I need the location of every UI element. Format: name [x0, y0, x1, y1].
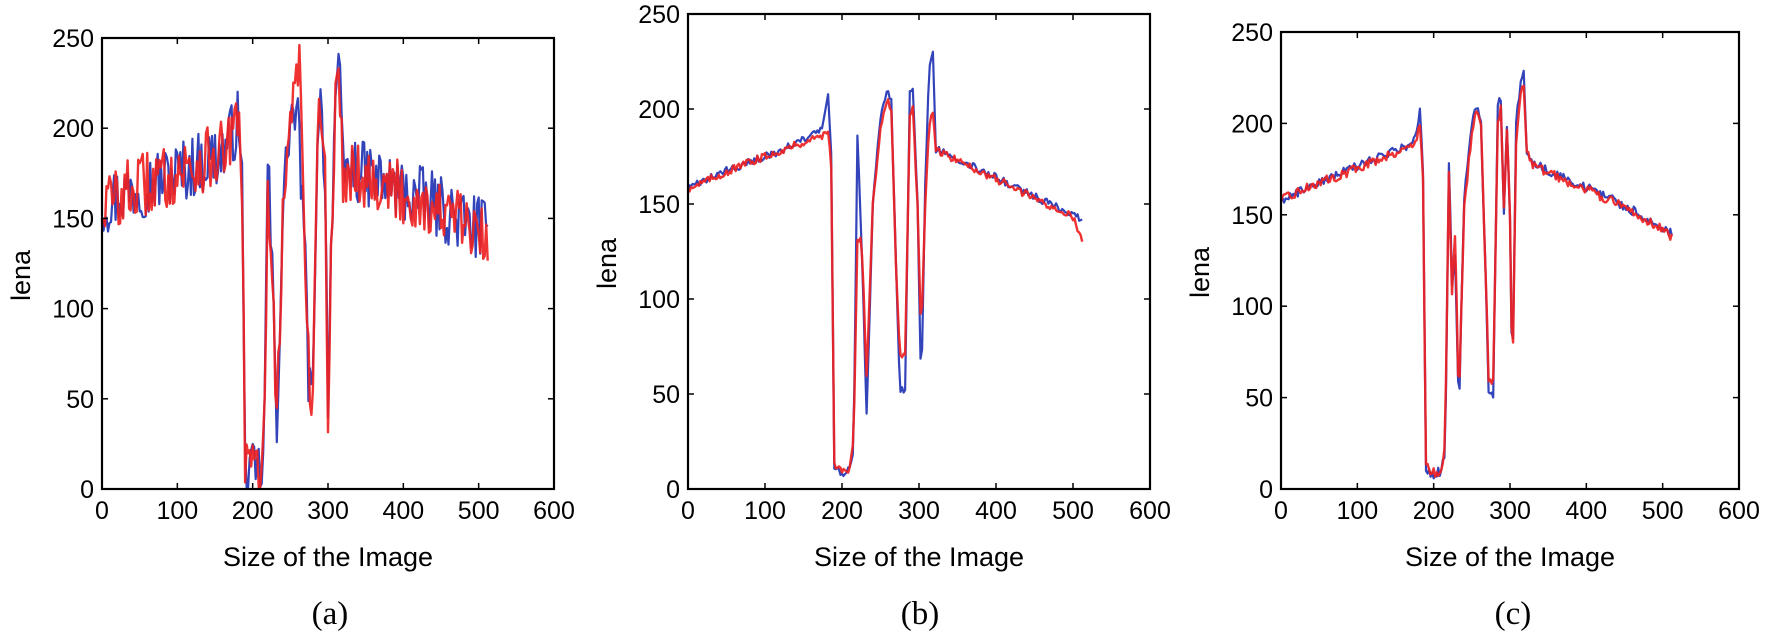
- y-tick-label: 50: [1245, 385, 1273, 413]
- caption-a: (a): [312, 596, 349, 632]
- x-tick-label: 600: [1718, 497, 1760, 525]
- y-tick-label: 150: [52, 205, 94, 233]
- x-tick-label: 300: [1489, 497, 1531, 525]
- panel-b: 0 100 200 300 400 500 600 0 50 100 150 200 250 Size o…: [592, 1, 1171, 572]
- x-tick-label: 600: [1129, 497, 1171, 525]
- y-tick-label: 100: [52, 296, 94, 324]
- series-line-blue: [100, 52, 489, 489]
- x-tick-label: 400: [975, 497, 1017, 525]
- y-tick-label: 250: [638, 1, 680, 29]
- y-axis-label: lena: [1185, 246, 1215, 298]
- y-tick-label: 0: [1259, 476, 1273, 504]
- x-tick-label: 0: [681, 497, 695, 525]
- x-tick-label: 500: [1052, 497, 1094, 525]
- x-tick-label: 100: [744, 497, 786, 525]
- y-tick-label: 200: [638, 96, 680, 124]
- y-tick-label: 200: [1231, 110, 1273, 138]
- y-tick-label: 0: [80, 476, 94, 504]
- x-tick-label: 200: [821, 497, 863, 525]
- y-tick-label: 150: [1231, 202, 1273, 230]
- x-axis-label: Size of the Image: [223, 542, 433, 572]
- x-tick-label: 100: [156, 497, 198, 525]
- y-tick-label: 150: [638, 191, 680, 219]
- panel-c: 0 100 200 300 400 500 600 0 50 100 150 200 250 Size o…: [1185, 19, 1760, 572]
- x-tick-label: 500: [458, 497, 500, 525]
- x-tick-label: 200: [1413, 497, 1455, 525]
- x-tick-label: 600: [533, 497, 575, 525]
- caption-c: (c): [1495, 596, 1532, 632]
- x-axis-label: Size of the Image: [814, 542, 1024, 572]
- x-tick-label: 300: [898, 497, 940, 525]
- y-tick-label: 250: [1231, 19, 1273, 47]
- y-tick-label: 50: [66, 386, 94, 414]
- y-tick-label: 0: [666, 476, 680, 504]
- x-tick-label: 400: [1565, 497, 1607, 525]
- y-axis-label: lena: [592, 237, 622, 289]
- series-line-blue: [1279, 69, 1673, 480]
- series-line-red: [687, 98, 1084, 474]
- series-line-red: [101, 43, 489, 489]
- x-tick-label: 500: [1642, 497, 1684, 525]
- y-tick-label: 50: [652, 381, 680, 409]
- x-tick-label: 0: [95, 497, 109, 525]
- x-tick-label: 400: [382, 497, 424, 525]
- y-tick-label: 250: [52, 25, 94, 53]
- x-tick-label: 0: [1274, 497, 1288, 525]
- series-line-red: [1279, 84, 1673, 478]
- x-tick-label: 100: [1336, 497, 1378, 525]
- caption-b: (b): [901, 596, 939, 632]
- x-tick-label: 300: [307, 497, 349, 525]
- panel-a: 0 100 200 300 400 500 600 0 50 100 150 200 250 Size o…: [6, 25, 575, 572]
- x-axis-label: Size of the Image: [1405, 542, 1615, 572]
- y-tick-label: 100: [1231, 293, 1273, 321]
- x-tick-label: 200: [232, 497, 274, 525]
- y-axis-label: lena: [6, 249, 36, 301]
- y-tick-label: 200: [52, 115, 94, 143]
- y-tick-label: 100: [638, 286, 680, 314]
- series-line-blue: [686, 50, 1083, 478]
